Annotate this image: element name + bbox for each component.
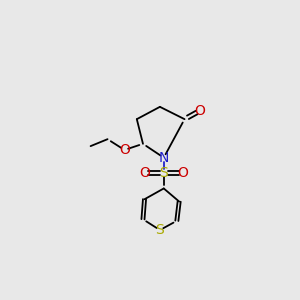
Text: N: N bbox=[159, 151, 169, 165]
Text: S: S bbox=[159, 166, 168, 180]
Text: S: S bbox=[155, 223, 164, 237]
Text: O: O bbox=[119, 143, 130, 157]
Text: O: O bbox=[194, 104, 206, 118]
Text: O: O bbox=[178, 166, 188, 180]
Text: O: O bbox=[139, 166, 150, 180]
